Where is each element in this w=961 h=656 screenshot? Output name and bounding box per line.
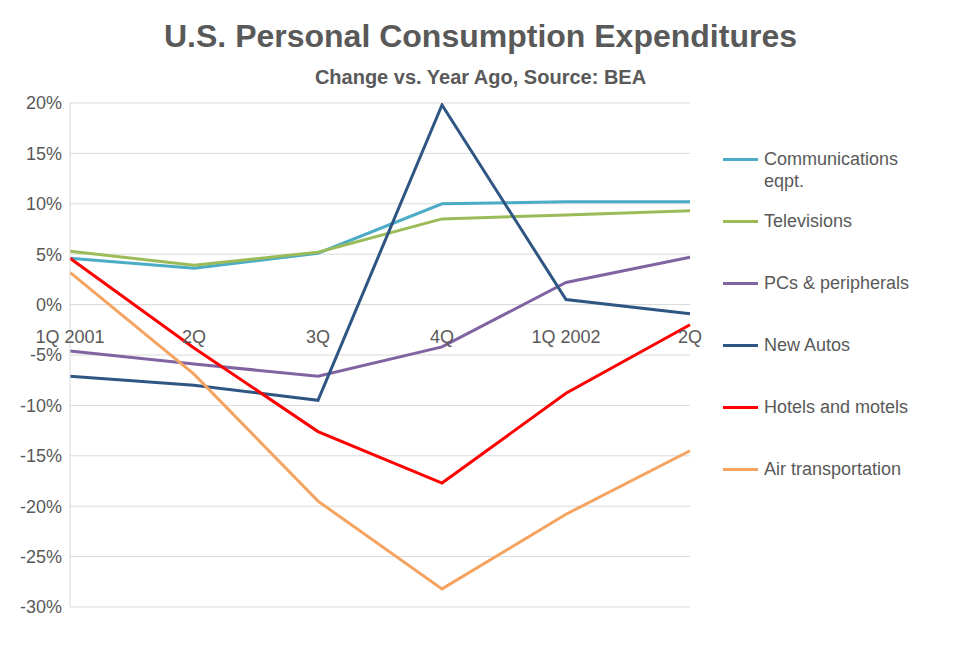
svg-text:1Q 2002: 1Q 2002	[531, 327, 600, 347]
html-text:Air transportation: Air transportation	[764, 459, 902, 479]
svg-text:1Q 2001: 1Q 2001	[35, 327, 104, 347]
svg-text:0%: 0%	[36, 295, 62, 315]
html-text:PCs & peripherals: PCs & peripherals	[764, 273, 910, 293]
svg-text:10%: 10%	[26, 194, 62, 214]
svg-text:5%: 5%	[36, 245, 62, 265]
svg-text:-25%: -25%	[20, 547, 62, 567]
svg-text:-10%: -10%	[20, 396, 62, 416]
html-text:Televisions: Televisions	[764, 211, 852, 231]
svg-text:2Q: 2Q	[182, 327, 206, 347]
svg-text:4Q: 4Q	[430, 327, 454, 347]
svg-text:3Q: 3Q	[306, 327, 330, 347]
html-text:U.S. Personal Consumption Expe: U.S. Personal Consumption Expenditures	[164, 18, 797, 54]
svg-text:-20%: -20%	[20, 497, 62, 517]
html-text:New Autos: New Autos	[764, 335, 850, 355]
svg-text:-30%: -30%	[20, 597, 62, 617]
html-text:Hotels and motels: Hotels and motels	[764, 397, 909, 417]
svg-text:15%: 15%	[26, 144, 62, 164]
svg-text:20%: 20%	[26, 93, 62, 113]
svg-text:-15%: -15%	[20, 446, 62, 466]
html-text:Communications eqpt.: Communications eqpt.	[764, 149, 899, 191]
svg-text:2Q: 2Q	[678, 327, 702, 347]
svg-text:-5%: -5%	[30, 345, 62, 365]
html-text:Change vs. Year Ago, Source: B: Change vs. Year Ago, Source: BEA	[314, 66, 647, 88]
